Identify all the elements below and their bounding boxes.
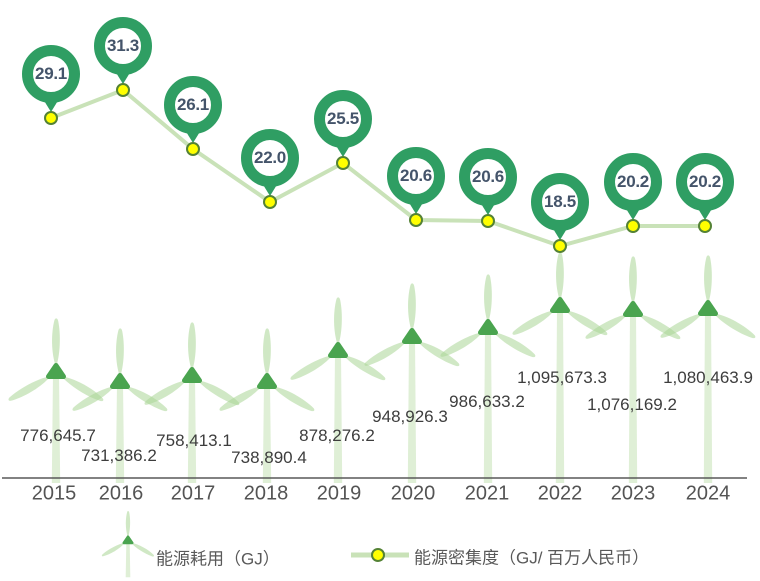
- intensity-value: 31.3: [107, 36, 139, 55]
- intensity-value-badge: 20.2: [604, 153, 662, 211]
- year-label: 2017: [170, 482, 216, 505]
- year-label: 2020: [390, 482, 436, 505]
- energy-value-label: 738,890.4: [231, 448, 307, 467]
- intensity-value-badge: 18.5: [531, 173, 589, 231]
- intensity-value: 18.5: [544, 192, 576, 211]
- intensity-data-point: [480, 213, 495, 228]
- intensity-value-badge: 20.6: [459, 148, 517, 206]
- wind-turbine-icon: [363, 283, 461, 483]
- wind-turbine-icon: [218, 328, 316, 483]
- legend-turbine-icon: [99, 509, 157, 578]
- energy-value-label: 878,276.2: [299, 426, 375, 445]
- wind-turbine-icon: [289, 297, 387, 483]
- intensity-value: 26.1: [177, 95, 209, 114]
- intensity-data-point: [115, 82, 130, 97]
- energy-value-label: 1,076,169.2: [587, 395, 677, 414]
- year-label: 2019: [316, 482, 362, 505]
- year-label: 2023: [610, 482, 656, 505]
- intensity-line: [50, 87, 705, 249]
- energy-value-label: 948,926.3: [372, 407, 448, 426]
- year-label: 2024: [685, 482, 731, 505]
- intensity-value: 22.0: [254, 148, 286, 167]
- energy-value-label: 758,413.1: [156, 431, 232, 450]
- legend-intensity-label: 能源密集度（GJ/ 百万人民币）: [414, 548, 650, 568]
- intensity-value-badge: 31.3: [94, 17, 152, 75]
- year-label: 2015: [31, 482, 77, 505]
- legend-marker-dot: [370, 547, 385, 562]
- intensity-data-point: [408, 212, 423, 227]
- intensity-value: 20.2: [689, 172, 721, 191]
- intensity-value: 20.6: [472, 167, 504, 186]
- intensity-data-point: [552, 238, 567, 253]
- intensity-data-point: [625, 218, 640, 233]
- intensity-data-point: [185, 141, 200, 156]
- intensity-value: 25.5: [327, 109, 359, 128]
- year-label: 2022: [537, 482, 583, 505]
- intensity-value-badge: 20.2: [676, 153, 734, 211]
- intensity-data-point: [697, 218, 712, 233]
- energy-value-label: 731,386.2: [81, 446, 157, 465]
- intensity-value-badge: 26.1: [164, 76, 222, 134]
- wind-turbine-icon: [439, 274, 537, 483]
- energy-value-label: 986,633.2: [449, 392, 525, 411]
- intensity-value: 20.2: [617, 172, 649, 191]
- energy-value-label: 776,645.7: [20, 426, 96, 445]
- year-label: 2016: [98, 482, 144, 505]
- intensity-value: 20.6: [400, 166, 432, 185]
- legend-energy-label: 能源耗用（GJ）: [156, 549, 280, 569]
- intensity-data-point: [262, 194, 277, 209]
- year-label: 2021: [464, 482, 510, 505]
- intensity-value-badge: 25.5: [314, 90, 372, 148]
- intensity-value-badge: 22.0: [241, 129, 299, 187]
- wind-turbine-icon: [659, 255, 757, 483]
- intensity-data-point: [43, 110, 58, 125]
- year-label: 2018: [243, 482, 289, 505]
- wind-turbine-icon: [143, 322, 241, 483]
- wind-turbine-icon: [7, 318, 105, 483]
- wind-turbine-icon: [71, 328, 169, 483]
- energy-value-label: 1,080,463.9: [663, 368, 753, 387]
- wind-turbine-icon: [584, 256, 682, 483]
- energy-value-label: 1,095,673.3: [517, 368, 607, 387]
- wind-turbine-icon: [511, 252, 609, 483]
- intensity-value-badge: 29.1: [22, 45, 80, 103]
- intensity-data-point: [335, 155, 350, 170]
- intensity-value-badge: 20.6: [387, 147, 445, 205]
- intensity-value: 29.1: [35, 64, 67, 83]
